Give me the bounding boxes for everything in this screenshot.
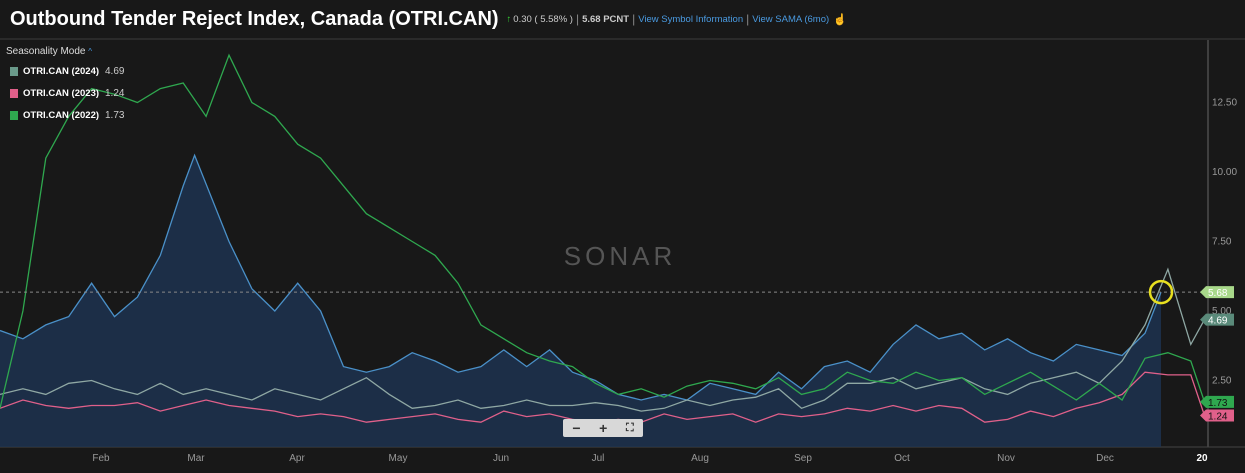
svg-text:1.24: 1.24 <box>1208 412 1228 423</box>
y-tick-label: 12.50 <box>1212 98 1237 109</box>
legend-value: 1.24 <box>105 87 125 99</box>
view-symbol-info-link[interactable]: View Symbol Information <box>638 13 744 25</box>
zoom-out-button[interactable]: − <box>572 420 581 436</box>
legend-item-2022[interactable]: OTRI.CAN (2022) 1.73 <box>6 104 124 126</box>
page-title: Outbound Tender Reject Index, Canada (OT… <box>10 7 499 30</box>
swatch-icon <box>10 110 18 120</box>
x-tick-label: Sep <box>794 453 812 464</box>
legend-item-2023[interactable]: OTRI.CAN (2023) 1.24 <box>6 82 124 104</box>
header: Outbound Tender Reject Index, Canada (OT… <box>0 0 1245 40</box>
sonar-watermark: SONAR <box>564 241 676 271</box>
current-value: 5.68 PCNT <box>582 13 630 25</box>
x-tick-label: May <box>389 453 408 464</box>
series-line-current <box>0 153 1162 401</box>
legend-item-2024[interactable]: OTRI.CAN (2024) 4.69 <box>6 60 124 82</box>
series-line-otri-can-2024- <box>0 267 1206 412</box>
chevron-up-icon[interactable]: ^ <box>88 47 93 56</box>
seasonality-mode-label: Seasonality Mode <box>6 46 86 57</box>
legend-value: 4.69 <box>105 65 125 77</box>
swatch-icon <box>10 66 18 76</box>
zoom-in-button[interactable]: + <box>599 420 608 436</box>
hand-pointer-icon[interactable]: ☝ <box>833 13 847 26</box>
view-sama-link[interactable]: View SAMA (6mo) <box>752 13 830 25</box>
fit-screen-button[interactable]: ⛶ <box>625 421 634 434</box>
x-tick-label: 20 <box>1196 453 1208 464</box>
zoom-controls: − + ⛶ <box>563 419 643 437</box>
legend-name: OTRI.CAN (2022) <box>23 109 100 121</box>
x-tick-label: Apr <box>289 453 305 464</box>
x-tick-label: Aug <box>691 453 709 464</box>
y-tick-label: 5.00 <box>1212 306 1232 317</box>
value-tag: 1.73 <box>1200 395 1234 409</box>
legend-name: OTRI.CAN (2024) <box>23 65 100 77</box>
value-tag: 5.68 <box>1200 286 1234 299</box>
x-tick-label: Jul <box>592 453 605 464</box>
x-tick-label: Feb <box>92 453 110 464</box>
svg-text:1.73: 1.73 <box>1208 398 1228 409</box>
series-line-otri-can-2022- <box>0 53 1206 409</box>
seasonality-mode-toggle[interactable]: Seasonality Mode ^ <box>6 46 124 60</box>
arrow-up-icon: ↑ <box>506 13 512 25</box>
legend-value: 1.73 <box>105 109 125 121</box>
y-tick-label: 10.00 <box>1212 167 1237 178</box>
highlight-circle <box>1148 279 1174 305</box>
x-tick-label: Dec <box>1096 453 1114 464</box>
y-tick-label: 2.50 <box>1212 376 1232 387</box>
legend-name: OTRI.CAN (2023) <box>23 87 100 99</box>
svg-text:5.68: 5.68 <box>1208 288 1228 299</box>
x-tick-label: Jun <box>493 453 509 464</box>
swatch-icon <box>10 88 18 98</box>
current-area <box>0 155 1161 448</box>
y-tick-label: 7.50 <box>1212 237 1232 248</box>
x-tick-label: Nov <box>997 453 1015 464</box>
value-tag: 4.69 <box>1200 313 1234 327</box>
x-tick-label: Mar <box>187 453 205 464</box>
change-value: 0.30 ( 5.58% ) <box>513 13 573 25</box>
legend: Seasonality Mode ^ OTRI.CAN (2024) 4.69 O… <box>6 46 124 126</box>
svg-text:4.69: 4.69 <box>1208 316 1228 327</box>
x-tick-label: Oct <box>894 453 910 464</box>
value-tag: 1.24 <box>1200 409 1234 423</box>
